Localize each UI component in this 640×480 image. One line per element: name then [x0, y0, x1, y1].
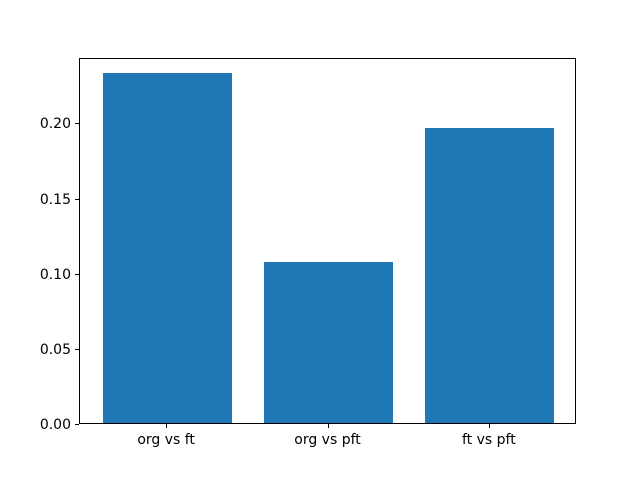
y-tick-mark	[75, 198, 79, 200]
x-tick-mark	[166, 424, 168, 428]
bar-org-vs-ft	[102, 72, 232, 423]
x-tick-mark	[488, 424, 490, 428]
y-tick-label-0.05: 0.05	[39, 341, 71, 358]
y-tick-mark	[75, 348, 79, 350]
y-tick-label-0.15: 0.15	[39, 191, 71, 208]
y-tick-label-0.20: 0.20	[39, 116, 71, 133]
x-tick-label-ft-vs-pft: ft vs pft	[462, 432, 516, 448]
y-tick-label-0.00: 0.00	[39, 417, 71, 433]
y-tick-mark	[75, 273, 79, 275]
y-tick-mark	[75, 424, 79, 425]
x-tick-label-org-vs-pft: org vs pft	[294, 432, 361, 448]
x-tick-mark	[327, 424, 329, 428]
x-tick-label-org-vs-ft: org vs ft	[137, 432, 195, 448]
y-tick-label-0.10: 0.10	[39, 266, 71, 283]
y-tick-mark	[75, 123, 79, 125]
bar-ft-vs-pft	[425, 128, 555, 423]
plot-area	[79, 58, 576, 424]
bar-org-vs-pft	[263, 262, 394, 423]
